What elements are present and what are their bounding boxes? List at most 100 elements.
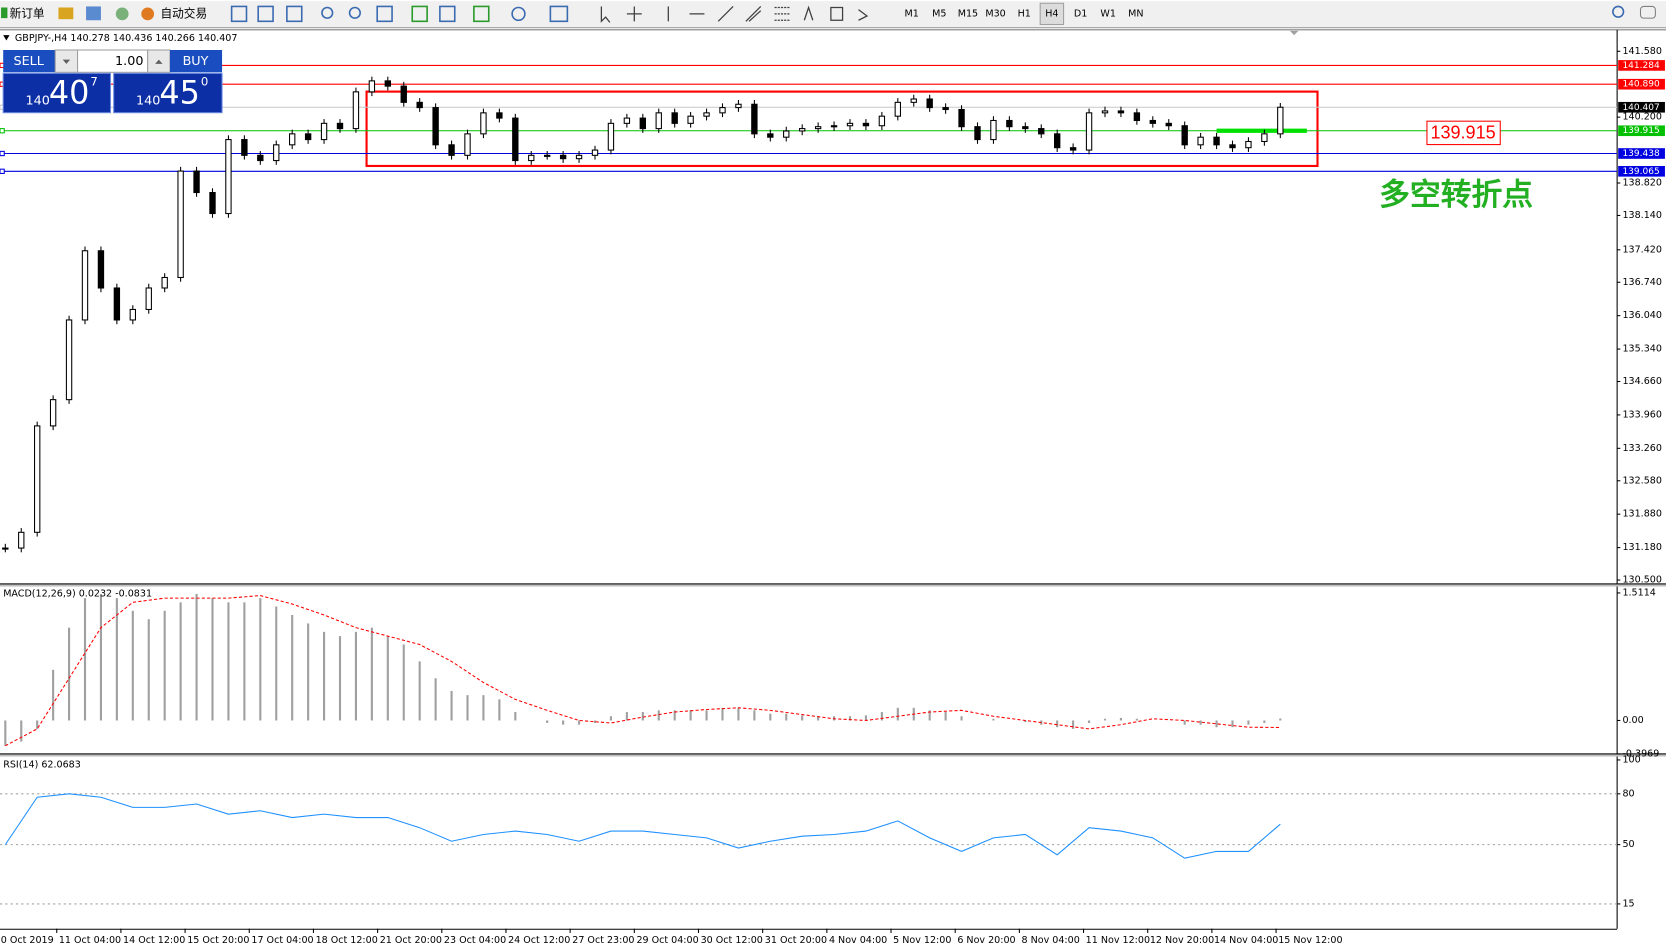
- candle-body: [400, 85, 407, 103]
- timeframe-button[interactable]: M30: [985, 8, 1005, 19]
- sell-button[interactable]: [3, 50, 56, 73]
- macd-bar: [434, 678, 437, 721]
- candle-body: [639, 117, 646, 130]
- timeframe-button[interactable]: H1: [1018, 8, 1031, 19]
- fibo-tool[interactable]: [774, 6, 790, 21]
- templates-icon[interactable]: [549, 5, 569, 23]
- macd-bar: [227, 602, 230, 721]
- candle-body: [352, 91, 360, 130]
- candle-body: [1261, 133, 1268, 143]
- timeframe-button[interactable]: H4: [1045, 8, 1058, 19]
- buy-price-box[interactable]: [113, 72, 223, 114]
- candle-body: [336, 122, 344, 130]
- candle-body: [480, 112, 487, 135]
- auto-trading-icon[interactable]: [141, 7, 155, 21]
- new-order-icon[interactable]: [1, 7, 8, 19]
- y-tick-label: 131.180: [1622, 542, 1661, 553]
- macd-bar: [848, 716, 852, 721]
- main-chart: 141.580 140.200 138.820 138.140 137.420 136.7…: [0, 46, 1665, 586]
- candle-chart-icon[interactable]: [257, 5, 274, 23]
- candle-body: [974, 126, 981, 141]
- icon[interactable]: [86, 6, 101, 21]
- zoom-in-icon[interactable]: [321, 6, 334, 19]
- bar-chart-icon[interactable]: [230, 5, 248, 23]
- macd-bar: [291, 614, 294, 721]
- time-label: 24 Oct 12:00: [508, 935, 570, 946]
- icon[interactable]: [58, 7, 74, 20]
- timeframe-button[interactable]: M5: [932, 8, 946, 19]
- arrows-tool[interactable]: [858, 9, 869, 21]
- candle-body: [958, 108, 965, 128]
- candle-body: [512, 117, 519, 162]
- time-label: 6 Nov 20:00: [957, 935, 1015, 946]
- y-tick-label: 133.960: [1622, 409, 1661, 420]
- trendline-tool[interactable]: [717, 5, 734, 22]
- level-label: 140.407: [1622, 103, 1659, 113]
- timeframe-button[interactable]: W1: [1100, 8, 1116, 19]
- buy-button[interactable]: [170, 50, 223, 73]
- time-label: 4 Nov 04:00: [829, 935, 887, 946]
- macd-bar: [115, 598, 118, 721]
- time-label: 11 Nov 12:00: [1086, 935, 1150, 946]
- macd-bar: [131, 610, 134, 721]
- candle-body: [1149, 119, 1156, 124]
- channel-tool[interactable]: [745, 5, 762, 22]
- y-tick-label: -0.3969: [1622, 748, 1659, 759]
- cursor-tool[interactable]: [600, 6, 611, 23]
- signal-line: [5, 595, 1281, 747]
- new-order-button[interactable]: 新订单: [10, 6, 45, 20]
- line-chart-icon[interactable]: [286, 5, 303, 23]
- y-tick-label: 133.260: [1622, 443, 1661, 454]
- chat-icon[interactable]: [1639, 5, 1656, 19]
- y-tick-label: 1.5114: [1622, 587, 1655, 598]
- macd-bar: [1231, 720, 1234, 728]
- shift-icon[interactable]: [439, 5, 456, 23]
- time-label: 10 Oct 2019: [0, 935, 54, 946]
- trade-panel: SELL 1.00 BUY 140 40 7 140 45 0: [2, 49, 223, 114]
- indicators-icon[interactable]: [473, 5, 490, 23]
- macd-bar: [689, 710, 692, 721]
- macd-bar: [737, 707, 740, 721]
- time-label: 5 Nov 12:00: [893, 935, 951, 946]
- timeframe-button[interactable]: MN: [1128, 8, 1143, 19]
- sell-price-box[interactable]: [2, 72, 112, 114]
- zoom-out-icon[interactable]: [348, 6, 361, 19]
- candle-body: [528, 154, 535, 162]
- range-box: [365, 90, 1319, 168]
- drawing-tools: [600, 5, 869, 23]
- candle-body: [1117, 110, 1125, 114]
- crosshair-tool[interactable]: [626, 6, 642, 22]
- timeframe-button[interactable]: M1: [904, 8, 918, 19]
- tile-icon[interactable]: [376, 5, 393, 23]
- macd-bar: [1119, 717, 1122, 721]
- search-icon[interactable]: [1612, 5, 1625, 18]
- pane-separator: [0, 754, 1666, 757]
- ask-sup: 0: [201, 74, 208, 88]
- buy-label[interactable]: BUY: [183, 54, 209, 69]
- candle-body: [767, 133, 774, 138]
- candle-body: [990, 119, 997, 141]
- rsi-line: [4, 793, 1281, 859]
- candle-body: [18, 531, 25, 549]
- macd-bar: [625, 712, 628, 721]
- volume-value[interactable]: 1.00: [115, 54, 143, 69]
- text-tool[interactable]: [803, 5, 814, 21]
- macd-bar: [880, 712, 883, 721]
- auto-trading-button[interactable]: 自动交易: [160, 6, 207, 20]
- candle-body: [304, 133, 312, 141]
- candle-body: [209, 192, 216, 215]
- label-tool[interactable]: [830, 6, 844, 21]
- sell-label[interactable]: SELL: [14, 54, 45, 69]
- macd-bar: [179, 602, 182, 721]
- macd-bar: [370, 627, 373, 721]
- candle-body: [193, 170, 200, 194]
- periods-icon[interactable]: [511, 6, 526, 22]
- autoscroll-icon[interactable]: [411, 5, 428, 23]
- candle-body: [1038, 128, 1045, 135]
- timeframe-button[interactable]: D1: [1074, 8, 1087, 19]
- y-tick-label: 137.420: [1622, 244, 1661, 255]
- candle-body: [129, 308, 136, 321]
- timeframe-button[interactable]: M15: [958, 8, 978, 19]
- icon[interactable]: [115, 7, 129, 21]
